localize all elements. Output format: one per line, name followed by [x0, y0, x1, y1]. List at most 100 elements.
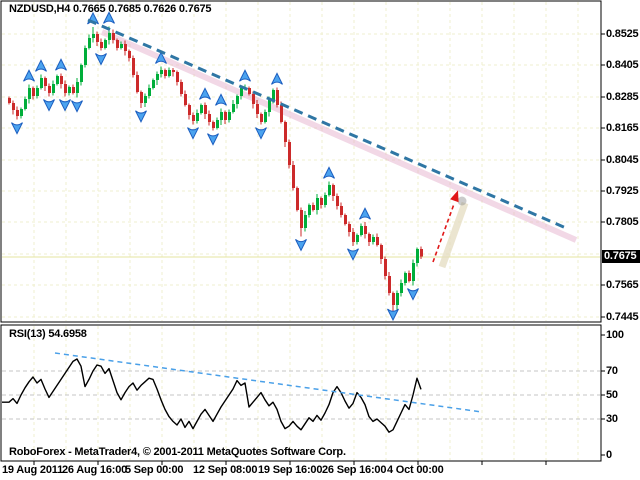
candle-body [60, 75, 63, 84]
candle-body [28, 87, 31, 99]
candle-body [232, 103, 235, 112]
candle-body [124, 43, 127, 51]
candle-body [324, 195, 327, 205]
candle-body [36, 87, 39, 96]
signal-arrow-shadow [438, 201, 469, 269]
fractal-down-icon [187, 127, 199, 140]
time-tick-label: 4 Oct 00:00 [387, 464, 444, 476]
candle-body [352, 231, 355, 243]
fractal-up-icon [271, 72, 283, 85]
candle-body [236, 96, 239, 104]
candle-body [80, 64, 83, 82]
candle-body [104, 40, 107, 48]
candle-body [52, 84, 55, 93]
fractal-down-icon [43, 99, 55, 112]
candle-body [264, 112, 267, 122]
candle-body [240, 87, 243, 96]
fractal-down-icon [135, 110, 147, 123]
candle-body [256, 103, 259, 115]
fractal-down-icon [255, 127, 267, 140]
candle-body [16, 109, 19, 116]
candle-body [120, 43, 123, 48]
candle-body [136, 75, 139, 93]
candle-body [196, 113, 199, 121]
candle-body [84, 47, 87, 65]
candle-body [412, 263, 415, 281]
candle-body [32, 87, 35, 96]
candle-body [164, 70, 167, 76]
candle-body [320, 197, 323, 205]
candle-body [188, 104, 191, 115]
fractal-up-icon [55, 58, 67, 71]
fractal-up-icon [359, 207, 371, 220]
candle-body [140, 92, 143, 104]
candle-body [420, 248, 423, 257]
signal-arrow-line [432, 203, 455, 263]
fractal-up-icon [155, 51, 167, 64]
price-tick-label: 0.7445 [606, 311, 639, 323]
candle-body [172, 70, 175, 72]
rsi-tick-label: 30 [606, 413, 618, 425]
candle-body [312, 204, 315, 210]
candle-body [292, 164, 295, 188]
candle-body [272, 90, 275, 100]
candle-body [112, 33, 115, 41]
candle-body [376, 237, 379, 245]
candle-body [152, 80, 155, 88]
candle-body [204, 104, 207, 115]
candle-body [148, 87, 151, 96]
candle-body [384, 259, 387, 276]
candle-body [348, 224, 351, 232]
candle-body [184, 93, 187, 105]
candle-body [200, 104, 203, 113]
candle-body [176, 72, 179, 82]
candle-body [296, 187, 299, 210]
candle-body [396, 292, 399, 305]
candle-body [360, 225, 363, 236]
candle-body [64, 84, 67, 93]
trendline-shadow [100, 29, 578, 243]
fractal-up-icon [199, 87, 211, 100]
trendline [87, 18, 567, 230]
time-tick-label: 12 Sep 08:00 [193, 464, 258, 476]
candle-body [192, 114, 195, 121]
price-tick-label: 0.7925 [606, 185, 639, 197]
fractal-down-icon [407, 288, 419, 301]
fractal-down-icon [347, 248, 359, 261]
candle-body [260, 114, 263, 122]
fractal-down-icon [207, 133, 219, 146]
candle-body [344, 214, 347, 225]
candle-body [20, 108, 23, 116]
candle-body [336, 196, 339, 206]
candle-body [404, 273, 407, 283]
fractal-down-icon [387, 308, 399, 322]
candle-body [168, 70, 171, 76]
chart-title: NZDUSD,H4 0.7665 0.7685 0.7626 0.7675 [9, 3, 212, 15]
candle-body [24, 98, 27, 109]
candle-body [328, 185, 331, 195]
candle-body [88, 37, 91, 48]
rsi-tick-label: 100 [606, 329, 624, 341]
candle-body [68, 86, 71, 93]
time-tick-label: 19 Aug 2011 [2, 464, 63, 476]
fractal-up-icon [215, 93, 227, 106]
candle-body [40, 78, 43, 88]
candle-body [280, 104, 283, 122]
price-tick-label: 0.8165 [606, 122, 639, 134]
fractal-down-icon [11, 122, 23, 135]
signal-arrow-smudge [457, 196, 467, 206]
candle-body [216, 120, 219, 128]
fractal-down-icon [59, 99, 71, 112]
time-tick-label: 19 Sep 16:00 [258, 464, 323, 476]
price-tick-label: 0.8285 [606, 91, 639, 103]
candle-body [288, 142, 291, 165]
candle-body [76, 81, 79, 93]
candle-body [44, 78, 47, 87]
candle-body [372, 237, 375, 243]
price-tick-label: 0.7565 [606, 279, 639, 291]
candle-body [392, 292, 395, 305]
candle-body [228, 112, 231, 121]
fractal-up-icon [35, 59, 47, 72]
